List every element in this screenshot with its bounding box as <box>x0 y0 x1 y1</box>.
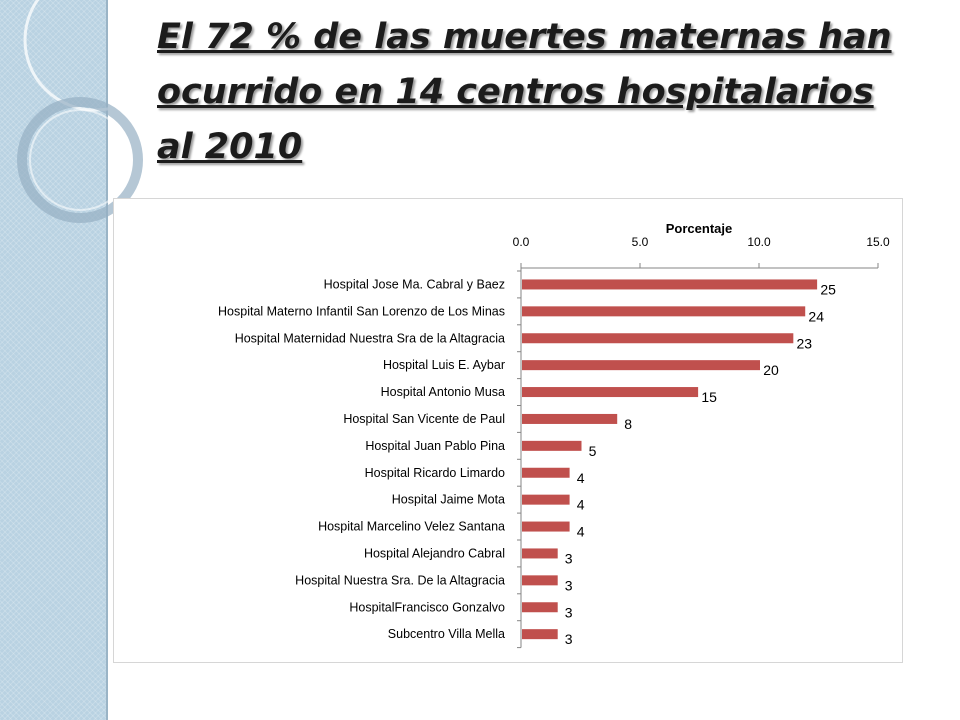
bar <box>522 279 818 290</box>
category-label: Hospital Jose Ma. Cabral y Baez <box>324 277 505 291</box>
category-label: Hospital San Vicente de Paul <box>343 412 505 426</box>
bar-chart: Porcentaje 0.0 5.0 10.0 15.0 Hospital Jose Ma… <box>218 221 890 649</box>
bar <box>522 629 558 640</box>
category-label: Hospital Jaime Mota <box>392 493 505 507</box>
category-label: Hospital Alejandro Cabral <box>364 546 505 560</box>
data-label: 3 <box>565 631 573 647</box>
category-label: Hospital Ricardo Limardo <box>365 466 505 480</box>
data-label: 5 <box>589 443 597 459</box>
bar <box>522 575 558 586</box>
bar <box>522 602 558 613</box>
chart-title: Porcentaje <box>666 221 732 236</box>
category-label: Hospital Maternidad Nuestra Sra de la Al… <box>235 331 505 345</box>
category-label: Hospital Juan Pablo Pina <box>365 439 505 453</box>
data-label: 15 <box>701 389 717 405</box>
data-label: 3 <box>565 550 573 566</box>
category-label: Hospital Antonio Musa <box>381 385 505 399</box>
data-label: 23 <box>797 335 813 351</box>
category-label: Hospital Materno Infantil San Lorenzo de… <box>218 304 505 318</box>
data-label: 25 <box>820 281 836 297</box>
data-label: 3 <box>565 604 573 620</box>
bar <box>522 440 582 451</box>
data-label: 24 <box>808 308 824 324</box>
category-label: HospitalFrancisco Gonzalvo <box>349 600 505 614</box>
data-label: 4 <box>577 524 585 540</box>
bar <box>522 494 570 505</box>
data-label: 20 <box>763 362 779 378</box>
data-label: 8 <box>624 416 632 432</box>
bar <box>522 521 570 532</box>
category-label: Hospital Luis E. Aybar <box>383 358 505 372</box>
data-label: 4 <box>577 497 585 513</box>
x-tick-label: 10.0 <box>747 235 771 249</box>
decorative-circles <box>17 0 167 223</box>
category-label: Hospital Nuestra Sra. De la Altagracia <box>295 573 505 587</box>
bar <box>522 333 794 344</box>
bar <box>522 387 699 398</box>
category-label: Subcentro Villa Mella <box>388 627 505 641</box>
bar <box>522 413 618 424</box>
x-tick-label: 5.0 <box>632 235 649 249</box>
x-tick-label: 15.0 <box>866 235 890 249</box>
chart-container: Porcentaje 0.0 5.0 10.0 15.0 Hospital Jose Ma… <box>113 198 903 663</box>
category-label: Hospital Marcelino Velez Santana <box>318 520 505 534</box>
bar <box>522 306 806 317</box>
x-tick-label: 0.0 <box>513 235 530 249</box>
bar <box>522 548 558 559</box>
data-label: 4 <box>577 470 585 486</box>
data-label: 3 <box>565 577 573 593</box>
sidebar-decoration <box>0 0 108 720</box>
bar <box>522 467 570 478</box>
bar <box>522 360 760 371</box>
slide-title: El 72 % de las muertes maternas han ocur… <box>157 17 892 167</box>
